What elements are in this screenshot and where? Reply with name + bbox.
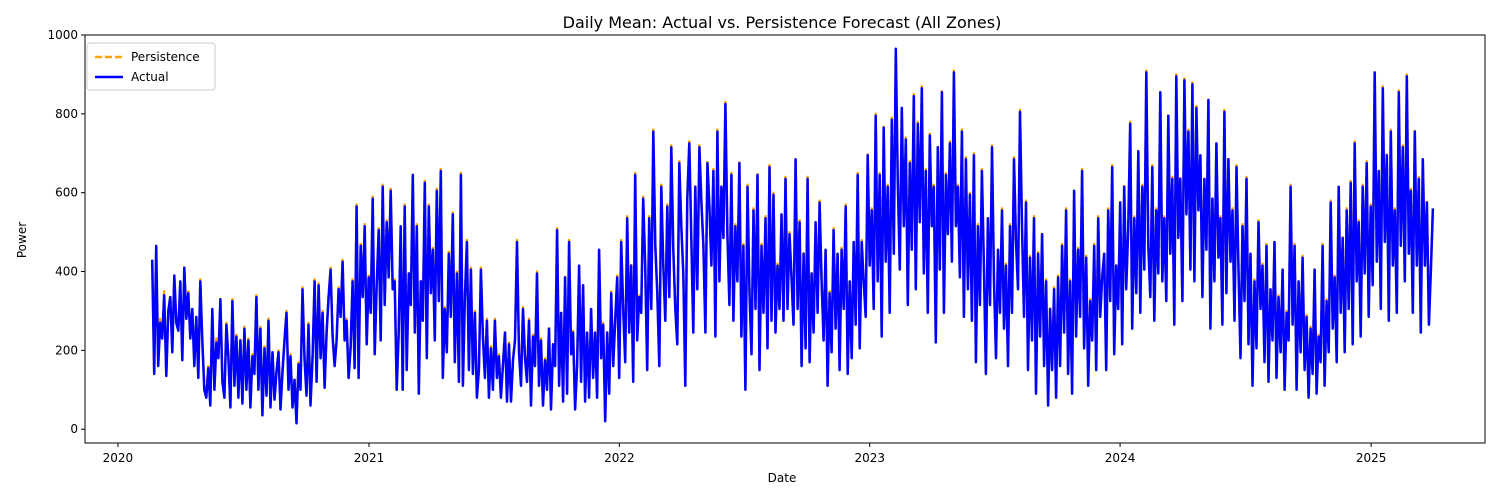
chart-title: Daily Mean: Actual vs. Persistence Forec… <box>563 13 1002 32</box>
x-tick-label: 2023 <box>854 451 885 465</box>
x-tick-label: 2024 <box>1105 451 1136 465</box>
legend-actual-label: Actual <box>131 70 169 84</box>
y-tick-label: 0 <box>70 422 78 436</box>
y-tick-label: 600 <box>55 186 78 200</box>
x-tick-label: 2020 <box>103 451 134 465</box>
legend-persistence-label: Persistence <box>131 50 200 64</box>
series-layer <box>150 47 1435 425</box>
y-axis-label: Power <box>15 222 29 258</box>
legend: Persistence Actual <box>86 42 216 91</box>
y-axis: 0 200 400 600 800 1000 <box>47 28 85 436</box>
y-tick-label: 1000 <box>47 28 78 42</box>
x-axis: 2020 2021 2022 2023 2024 2025 <box>103 443 1387 465</box>
x-tick-label: 2022 <box>604 451 635 465</box>
series-line-actual <box>150 47 1435 425</box>
y-tick-label: 400 <box>55 265 78 279</box>
y-tick-label: 200 <box>55 343 78 357</box>
x-axis-label: Date <box>768 471 797 485</box>
x-tick-label: 2021 <box>354 451 385 465</box>
x-tick-label: 2025 <box>1356 451 1387 465</box>
y-tick-label: 800 <box>55 107 78 121</box>
